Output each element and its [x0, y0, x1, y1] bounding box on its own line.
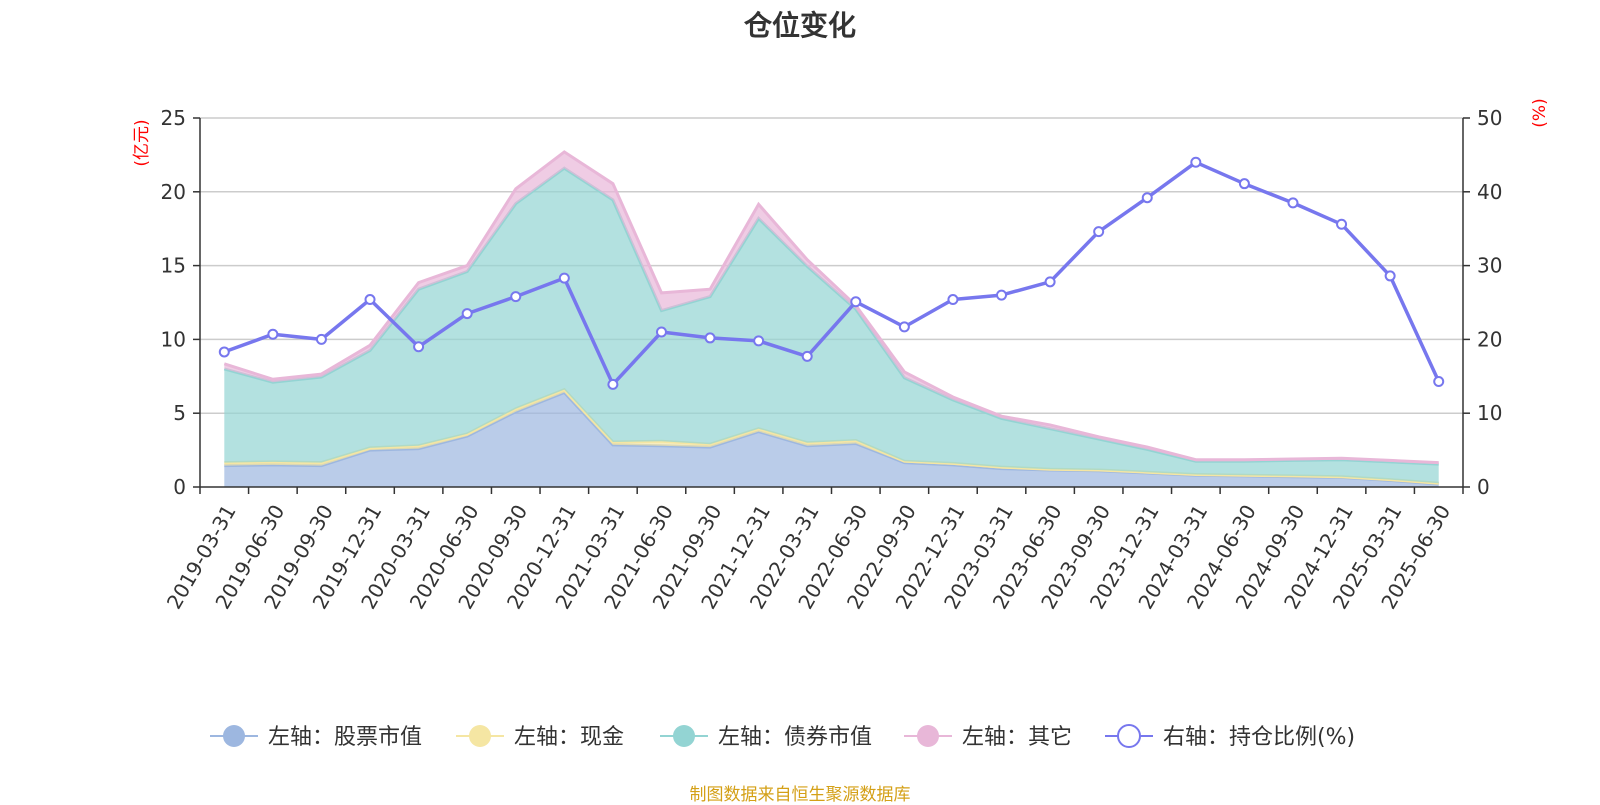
area-fill — [224, 392, 1439, 487]
legend-item[interactable]: 左轴：其它 — [904, 725, 1072, 750]
right-tick-label: 50 — [1477, 106, 1502, 130]
ratio-point — [364, 294, 376, 306]
legend-item[interactable]: 左轴：现金 — [456, 725, 624, 750]
ratio-point — [267, 328, 279, 340]
right-tick-label: 30 — [1477, 254, 1502, 278]
ratio-point — [413, 341, 425, 353]
chart-title: 仓位变化 — [743, 9, 856, 42]
ratio-point — [1384, 270, 1396, 282]
left-tick-label: 25 — [161, 106, 186, 130]
left-tick-label: 15 — [161, 254, 186, 278]
ratio-point — [1093, 226, 1105, 238]
left-tick-label: 0 — [173, 475, 186, 499]
legend-label: 左轴：其它 — [962, 725, 1072, 750]
ratio-point — [1238, 178, 1250, 190]
left-tick-label: 20 — [161, 180, 186, 204]
ratio-point — [1287, 197, 1299, 209]
area-series — [223, 150, 1439, 487]
right-axis-unit: (%) — [1530, 98, 1550, 127]
left-tick-label: 10 — [161, 327, 186, 351]
ratio-point — [1190, 156, 1202, 168]
ratio-point — [947, 294, 959, 306]
left-tick-label: 5 — [173, 401, 186, 425]
ratio-point — [850, 296, 862, 308]
ratio-point — [218, 346, 230, 358]
right-tick-label: 10 — [1477, 401, 1502, 425]
legend-label: 左轴：债券市值 — [718, 725, 872, 750]
ratio-point — [1336, 218, 1348, 230]
ratio-point — [801, 350, 813, 362]
ratio-line — [223, 160, 1441, 387]
legend-item[interactable]: 左轴：股票市值 — [210, 725, 422, 750]
ratio-point — [1044, 276, 1056, 288]
line-series — [218, 156, 1445, 390]
ratio-point — [315, 333, 327, 345]
ratio-point — [558, 272, 570, 284]
source-footer: 制图数据来自恒生聚源数据库 — [689, 785, 911, 805]
left-axis-unit: (亿元) — [132, 119, 152, 166]
legend-item[interactable]: 左轴：债券市值 — [660, 725, 872, 750]
ratio-point — [996, 289, 1008, 301]
legend-item[interactable]: 右轴：持仓比例(%) — [1105, 724, 1355, 750]
legend-marker — [223, 725, 245, 747]
ratio-point — [704, 332, 716, 344]
legend-marker — [1117, 724, 1141, 748]
ratio-point — [655, 326, 667, 338]
legend-marker — [673, 725, 695, 747]
legend-label: 左轴：现金 — [514, 725, 624, 750]
right-tick-label: 40 — [1477, 180, 1502, 204]
area-fill — [224, 168, 1439, 484]
legend-marker — [917, 725, 939, 747]
legend-marker — [469, 725, 491, 747]
ratio-point — [753, 335, 765, 347]
legend[interactable]: 左轴：股票市值 左轴：现金 左轴：债券市值 左轴：其它 右轴：持仓比例(%) — [210, 724, 1355, 750]
ratio-point — [1433, 375, 1445, 387]
area-top-line — [223, 150, 1439, 465]
legend-label: 右轴：持仓比例(%) — [1163, 725, 1355, 750]
legend-label: 左轴：股票市值 — [268, 725, 422, 750]
right-tick-label: 0 — [1477, 475, 1490, 499]
ratio-point — [510, 291, 522, 303]
ratio-point — [607, 378, 619, 390]
right-tick-label: 20 — [1477, 327, 1502, 351]
ratio-point — [898, 321, 910, 333]
ratio-point — [461, 308, 473, 320]
ratio-point — [1141, 192, 1153, 204]
